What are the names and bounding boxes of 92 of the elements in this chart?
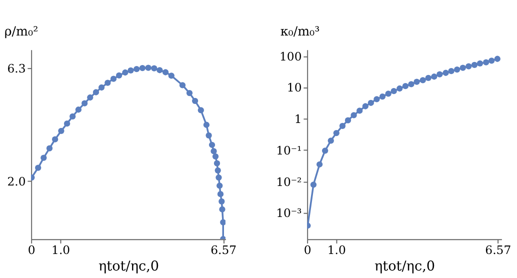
point <box>431 74 438 80</box>
point <box>203 122 210 128</box>
point <box>217 191 224 198</box>
point <box>122 69 128 76</box>
point <box>425 74 432 81</box>
point <box>460 64 466 71</box>
point <box>408 81 414 88</box>
point <box>216 174 222 181</box>
x-tick-label: 1.0 <box>52 243 70 258</box>
point <box>466 63 472 70</box>
point <box>46 145 53 152</box>
point <box>385 90 392 97</box>
point <box>192 98 198 104</box>
point <box>350 112 357 118</box>
point <box>219 206 226 212</box>
y-axis-title: κ₀/m₀³ <box>280 24 320 39</box>
point <box>471 62 478 68</box>
point <box>442 70 449 76</box>
point <box>179 82 186 88</box>
y-tick-label: 100 <box>279 49 302 64</box>
point <box>448 68 454 74</box>
point <box>316 161 323 168</box>
point <box>206 132 212 138</box>
point <box>128 67 134 74</box>
point <box>322 148 328 154</box>
point <box>104 80 111 86</box>
point <box>379 93 386 100</box>
point <box>476 60 484 66</box>
point <box>494 56 500 62</box>
point <box>214 167 221 174</box>
point <box>362 103 368 110</box>
point <box>420 77 426 84</box>
y-tick-label: 10⁻² <box>276 174 302 189</box>
point <box>212 153 219 160</box>
point <box>145 64 152 71</box>
point <box>208 142 216 148</box>
point <box>58 128 64 134</box>
point <box>310 182 317 188</box>
x-axis-title: ηtot/ηc,0 <box>374 258 436 275</box>
point <box>333 130 340 136</box>
point <box>344 117 352 124</box>
x-tick-label: 0 <box>304 243 312 258</box>
point <box>339 122 346 129</box>
x-tick-label: 1.0 <box>327 243 346 258</box>
point <box>82 100 88 106</box>
point <box>436 71 443 78</box>
point <box>75 106 82 113</box>
point <box>162 69 169 76</box>
point <box>218 198 225 205</box>
point <box>139 64 146 72</box>
point <box>116 72 122 78</box>
point <box>186 90 193 96</box>
point <box>390 88 397 94</box>
point <box>220 219 226 226</box>
point <box>87 94 94 101</box>
y-tick-label: 10⁻³ <box>276 206 302 220</box>
y-tick-label: 6.3 <box>7 61 26 76</box>
point <box>454 66 460 73</box>
point <box>396 85 403 92</box>
y-tick-label: 1 <box>294 112 302 126</box>
point <box>64 120 70 127</box>
point <box>134 66 140 72</box>
x-tick-label: 0 <box>28 243 36 258</box>
point <box>356 108 363 114</box>
point <box>151 65 158 72</box>
x-tick-label: 6.57 <box>210 243 237 258</box>
point <box>216 182 223 189</box>
point <box>156 67 163 74</box>
point <box>488 58 495 64</box>
point <box>35 164 42 171</box>
point <box>483 59 490 66</box>
point <box>374 96 380 102</box>
x-axis-title: ηtot/ηc,0 <box>98 258 160 275</box>
y-tick-label: 10 <box>286 80 302 95</box>
point <box>40 154 47 161</box>
y-tick-label: 2.0 <box>7 174 26 189</box>
y-axis-title: ρ/m₀² <box>4 24 38 39</box>
point <box>402 83 409 90</box>
y-tick-label: 10⁻¹ <box>276 143 302 158</box>
point <box>414 78 420 85</box>
point <box>168 72 174 79</box>
x-tick-label: 6.57 <box>485 243 512 258</box>
point <box>110 76 117 82</box>
point <box>198 107 204 114</box>
point <box>92 89 100 96</box>
point <box>98 84 105 91</box>
point <box>210 148 217 154</box>
point <box>368 100 374 106</box>
point <box>214 160 220 166</box>
point <box>52 136 58 142</box>
point <box>70 113 76 120</box>
point <box>328 138 334 144</box>
